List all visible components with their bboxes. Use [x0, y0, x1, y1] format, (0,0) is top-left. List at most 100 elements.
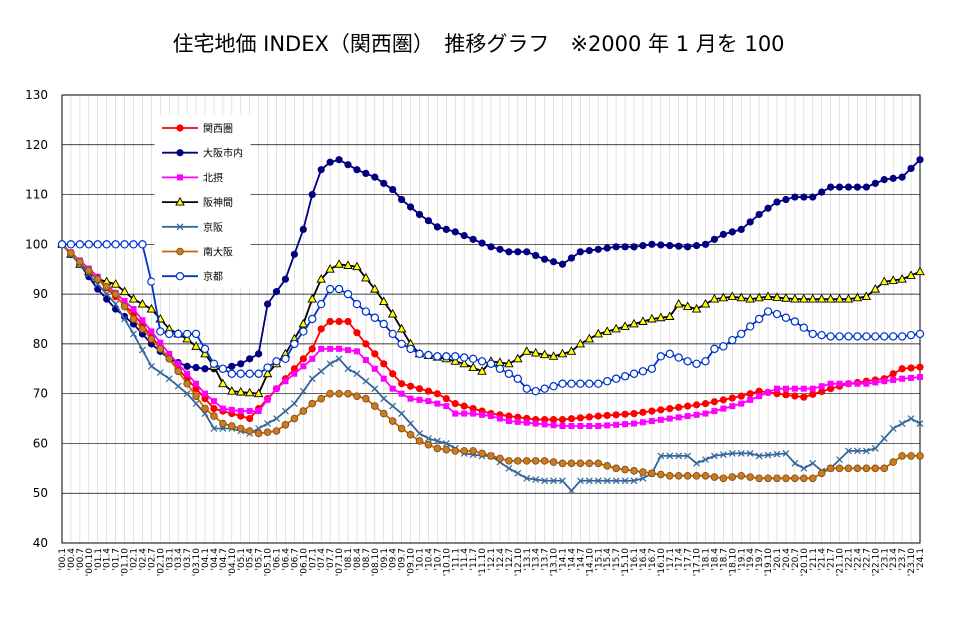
data-point: [308, 375, 316, 383]
data-point: [861, 291, 872, 301]
data-point: [548, 351, 559, 360]
x-tick-label: '20.7: [791, 548, 801, 571]
data-point: [532, 420, 539, 427]
data-point: [299, 387, 307, 395]
data-point: [317, 367, 325, 375]
data-point: [908, 374, 915, 381]
data-point: [665, 471, 674, 480]
data-point: [138, 325, 147, 333]
series-京都: [57, 240, 925, 396]
x-axis-ticks: '00.1'00.4'00.7'00.10'01.1'01.4'01.7'01.…: [58, 548, 926, 577]
data-point: [236, 369, 245, 378]
data-point: [362, 169, 370, 177]
data-point: [505, 418, 512, 425]
data-point: [210, 412, 218, 420]
data-point: [765, 389, 772, 396]
data-point: [513, 374, 523, 383]
data-point: [398, 195, 406, 204]
data-point: [514, 469, 522, 477]
data-point: [684, 413, 691, 420]
data-point: [281, 275, 290, 283]
data-point: [389, 370, 397, 378]
data-point: [371, 365, 378, 372]
data-point: [871, 444, 879, 452]
data-point: [889, 458, 897, 466]
data-point: [575, 338, 586, 348]
x-tick-label: '19.1: [737, 548, 747, 571]
data-point: [183, 379, 191, 388]
x-tick-label: '11.7: [469, 548, 479, 571]
data-point: [728, 335, 737, 345]
x-tick-label: '19.7: [755, 548, 765, 571]
data-point: [898, 452, 906, 460]
data-point: [889, 370, 897, 378]
data-point: [835, 464, 844, 473]
data-point: [451, 352, 460, 361]
data-point: [915, 329, 925, 339]
x-tick-label: '09.7: [398, 548, 408, 571]
data-point: [523, 474, 531, 482]
data-point: [907, 452, 915, 460]
legend-item: 阪神間: [162, 196, 233, 209]
data-point: [470, 410, 477, 417]
data-point: [907, 415, 915, 422]
data-point: [67, 249, 75, 257]
data-point: [532, 251, 540, 260]
data-point: [656, 352, 666, 361]
data-point: [380, 395, 388, 403]
legend-label: 大阪市内: [203, 147, 243, 160]
x-tick-label: '10.10: [442, 548, 452, 577]
x-tick-label: '22.1: [845, 548, 855, 571]
data-point: [353, 348, 360, 355]
data-point: [245, 427, 254, 435]
data-point: [451, 400, 459, 408]
y-tick-label: 90: [33, 287, 48, 301]
data-point: [684, 452, 692, 460]
data-point: [853, 332, 862, 341]
x-tick-label: '22.10: [871, 548, 881, 577]
data-point: [263, 428, 272, 437]
data-point: [817, 469, 826, 478]
data-point: [200, 344, 210, 354]
data-point: [657, 452, 665, 460]
data-point: [272, 427, 281, 435]
data-point: [264, 396, 271, 403]
data-point: [299, 407, 308, 415]
x-tick-label: '20.4: [782, 548, 792, 571]
data-point: [631, 420, 637, 427]
data-point: [907, 164, 915, 173]
data-point: [880, 464, 889, 473]
legend-label: 関西圏: [203, 123, 233, 135]
data-point: [639, 468, 647, 476]
data-point: [853, 183, 862, 191]
data-point: [862, 447, 870, 455]
data-point: [487, 243, 495, 251]
data-point: [567, 415, 576, 423]
x-tick-label: '08.7: [362, 548, 372, 571]
data-point: [119, 286, 130, 296]
data-point: [647, 313, 657, 323]
data-point: [442, 395, 450, 403]
data-point: [460, 232, 468, 240]
data-point: [228, 406, 235, 413]
data-point: [567, 379, 576, 388]
data-point: [638, 367, 648, 376]
data-point: [415, 385, 424, 393]
data-point: [85, 266, 93, 275]
data-point: [648, 418, 655, 425]
data-point: [130, 306, 137, 313]
data-point: [657, 470, 665, 479]
data-point: [557, 348, 568, 358]
data-point: [469, 447, 477, 455]
x-tick-label: '11.1: [451, 548, 461, 571]
data-point: [550, 477, 557, 485]
data-point: [504, 358, 514, 368]
data-point: [889, 174, 897, 182]
x-tick-label: '03.1: [165, 548, 175, 571]
data-point: [316, 299, 326, 309]
data-point: [174, 367, 182, 376]
y-tick-label: 120: [25, 138, 48, 152]
x-tick-label: '21.10: [836, 548, 846, 577]
x-tick-label: '23.7: [898, 548, 908, 571]
data-point: [326, 389, 334, 398]
